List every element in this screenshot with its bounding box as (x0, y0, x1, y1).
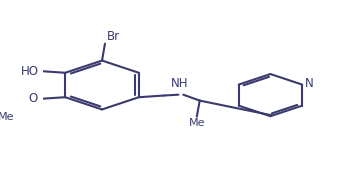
Text: NH: NH (171, 78, 189, 90)
Text: Me: Me (0, 112, 14, 122)
Text: HO: HO (21, 65, 39, 78)
Text: Br: Br (106, 30, 120, 43)
Text: O: O (28, 92, 37, 105)
Text: N: N (304, 77, 313, 90)
Text: Me: Me (188, 118, 205, 128)
